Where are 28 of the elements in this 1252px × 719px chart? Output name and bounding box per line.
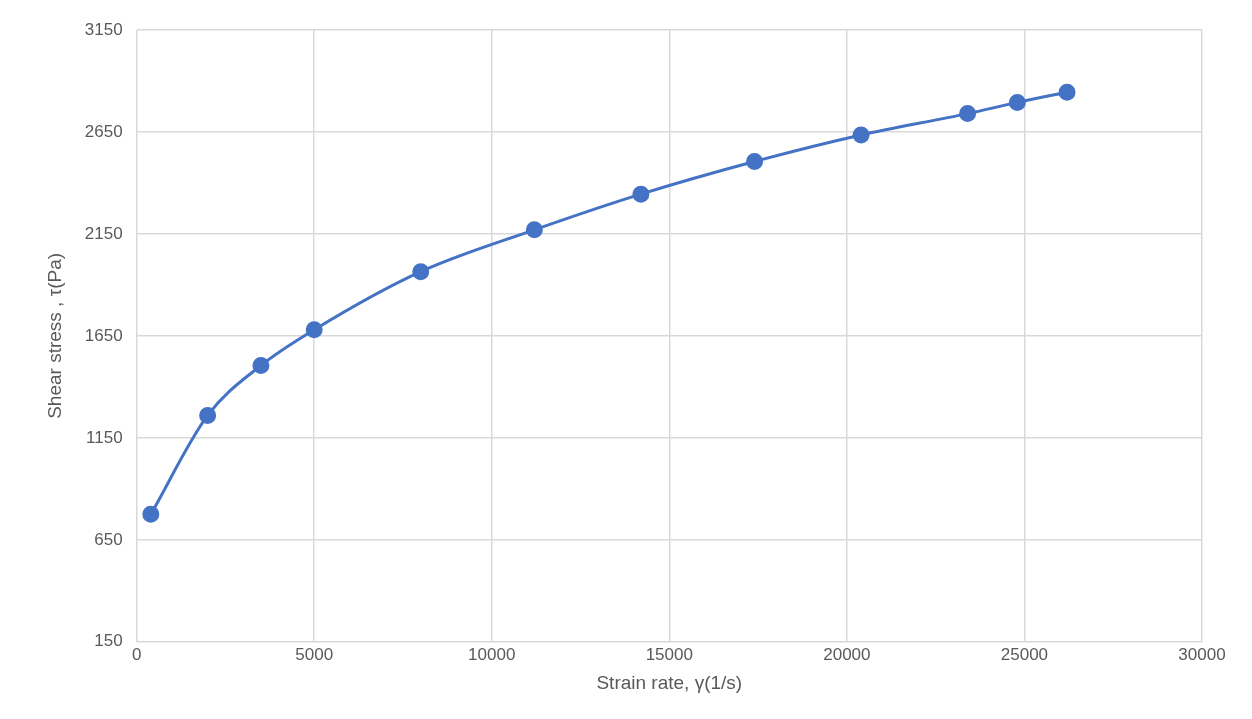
y-tick-label: 1150 <box>86 427 123 447</box>
x-tick-label: 10000 <box>468 644 516 664</box>
x-tick-label: 30000 <box>1178 644 1226 664</box>
point <box>412 263 430 281</box>
x-tick-label: 15000 <box>645 644 693 664</box>
y-tick-label: 2150 <box>84 223 123 243</box>
x-tick-label: 25000 <box>1000 644 1049 664</box>
point <box>1058 83 1076 101</box>
point <box>142 505 160 523</box>
point <box>252 356 270 374</box>
point <box>1008 93 1026 111</box>
y-axis-title: Shear stress , τ(Pa) <box>43 252 65 419</box>
y-tick-label: 2650 <box>84 121 123 141</box>
x-tick-label: 20000 <box>823 644 871 664</box>
point <box>959 105 977 123</box>
point <box>199 406 217 424</box>
point <box>525 221 543 239</box>
y-tick-label: 650 <box>94 529 123 549</box>
x-tick-label: 5000 <box>295 644 334 664</box>
y-tick-label: 3150 <box>84 19 123 39</box>
point <box>746 153 764 171</box>
x-tick-label: 0 <box>131 644 142 664</box>
point <box>632 185 650 203</box>
point <box>305 321 323 339</box>
y-tick-label: 1650 <box>84 325 123 345</box>
x-axis-title: Strain rate, γ(1/s) <box>596 671 743 693</box>
y-tick-label: 150 <box>94 631 123 651</box>
point <box>852 126 870 144</box>
